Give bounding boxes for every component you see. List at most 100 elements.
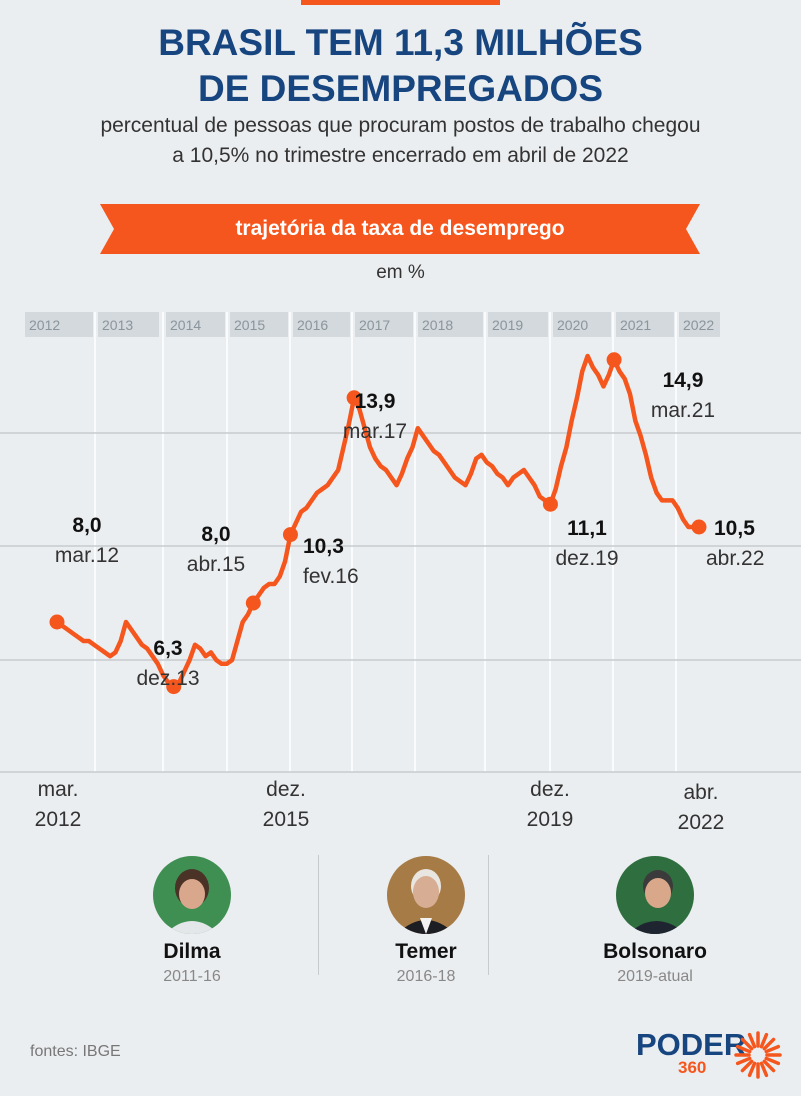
data-label-date: dez.13	[136, 667, 199, 690]
year-box	[166, 312, 225, 337]
year-label: 2020	[557, 317, 588, 333]
x-axis-label-line2: 2015	[262, 808, 310, 831]
highlight-point	[691, 519, 707, 535]
highlight-point	[282, 527, 298, 543]
year-box	[488, 312, 548, 337]
data-label-date: mar.21	[651, 399, 715, 422]
sunburst-ray	[747, 1061, 757, 1078]
sunburst-ray	[747, 1032, 757, 1049]
year-label: 2014	[170, 317, 201, 333]
sunburst-ray	[735, 1056, 752, 1066]
x-axis-label-line1: dez.	[530, 778, 570, 801]
portrait-temer-icon	[387, 856, 465, 934]
source-note: fontes: IBGE	[30, 1043, 121, 1060]
top-accent-bar	[301, 0, 500, 5]
president-name: Dilma	[163, 940, 221, 963]
sunburst-ray	[759, 1032, 769, 1049]
sunburst-ray	[735, 1044, 752, 1054]
year-box	[616, 312, 674, 337]
president-years: 2016-18	[396, 968, 456, 985]
data-label-date: abr.15	[187, 553, 245, 576]
logo-sunburst-icon	[734, 1031, 782, 1079]
poder360-logo: PODER 360	[636, 1027, 786, 1083]
highlight-point	[542, 496, 558, 512]
x-axis-label-abr-2022: abr. 2022	[641, 778, 761, 838]
x-axis-label-line1: dez.	[266, 778, 306, 801]
sunburst-ray	[762, 1059, 776, 1073]
sunburst-ray	[764, 1056, 781, 1066]
highlight-point	[245, 595, 261, 611]
data-label-date: fev.16	[303, 565, 359, 588]
data-label-value: 6,3	[153, 637, 182, 660]
year-box	[418, 312, 483, 337]
year-box	[25, 312, 93, 337]
year-label: 2021	[620, 317, 651, 333]
subtitle-line2: a 10,5% no trimestre encerrado em abril …	[172, 144, 629, 167]
year-label: 2018	[422, 317, 453, 333]
data-label-date: mar.17	[343, 420, 407, 443]
x-axis-label-dez-2015: dez. 2015	[226, 775, 346, 835]
page-title-line1: BRASIL TEM 11,3 MILHÕES	[158, 22, 643, 63]
year-label: 2016	[297, 317, 328, 333]
chart-title-banner: trajetória da taxa de desemprego	[100, 204, 700, 254]
unit-label: em %	[376, 262, 425, 283]
data-label-value: 11,1	[567, 517, 607, 540]
data-label-value: 13,9	[355, 390, 396, 413]
year-box	[293, 312, 350, 337]
data-label-value: 8,0	[72, 514, 101, 537]
president-divider	[318, 855, 319, 975]
year-box	[230, 312, 288, 337]
x-axis-label-line1: abr.	[683, 781, 719, 804]
portrait-bolsonaro-icon	[616, 856, 694, 934]
highlight-point	[49, 614, 65, 630]
president-temer: Temer 2016-18	[336, 856, 516, 986]
logo-number: 360	[678, 1058, 707, 1077]
president-dilma: Dilma 2011-16	[102, 856, 282, 986]
series-line	[54, 353, 702, 689]
year-label: 2013	[102, 317, 133, 333]
data-label-value: 14,9	[663, 369, 704, 392]
x-axis-label-line2: 2022	[677, 811, 725, 834]
data-label-value: 8,0	[201, 523, 230, 546]
year-label: 2012	[29, 317, 60, 333]
subtitle-line1: percentual de pessoas que procuram posto…	[100, 114, 701, 137]
president-divider	[488, 855, 489, 975]
year-label: 2022	[683, 317, 714, 333]
unemployment-line-chart: 2012 2013 2014 2015 2016 2017 2018 2019 2020 2021…	[0, 312, 801, 773]
sunburst-ray	[762, 1037, 776, 1051]
x-axis-label-dez-2019: dez. 2019	[490, 775, 610, 835]
portrait-dilma-icon	[153, 856, 231, 934]
data-label-date: dez.19	[555, 547, 618, 570]
data-label-value: 10,3	[303, 535, 344, 558]
x-axis-label-line2: 2012	[34, 808, 82, 831]
year-box	[679, 312, 720, 337]
year-label: 2017	[359, 317, 390, 333]
sunburst-ray	[764, 1044, 781, 1054]
highlight-point	[346, 390, 362, 406]
sunburst-ray	[759, 1061, 769, 1078]
year-label: 2019	[492, 317, 523, 333]
x-axis-label-line1: mar.	[37, 778, 79, 801]
sunburst-ray	[740, 1037, 754, 1051]
data-label-date: mar.12	[55, 544, 119, 567]
president-name: Temer	[395, 940, 457, 963]
banner-ribbon-shape	[100, 204, 700, 254]
year-label: 2015	[234, 317, 265, 333]
sunburst-ray	[740, 1059, 754, 1073]
president-years: 2019-atual	[617, 968, 693, 985]
banner-label: trajetória da taxa de desemprego	[235, 217, 565, 240]
x-axis-label-mar-2012: mar. 2012	[0, 775, 118, 835]
x-axis-label-line2: 2019	[526, 808, 574, 831]
data-label-value: 10,5	[714, 517, 755, 540]
data-label-date: abr.22	[706, 547, 764, 570]
year-box	[355, 312, 413, 337]
president-name: Bolsonaro	[603, 940, 707, 963]
highlight-point	[606, 352, 622, 368]
president-years: 2011-16	[163, 968, 221, 985]
page-title-line2: DE DESEMPREGADOS	[197, 68, 603, 109]
president-bolsonaro: Bolsonaro 2019-atual	[565, 856, 745, 986]
year-box	[98, 312, 159, 337]
year-box	[553, 312, 611, 337]
highlight-point	[166, 679, 182, 695]
logo-word: PODER	[636, 1027, 747, 1062]
